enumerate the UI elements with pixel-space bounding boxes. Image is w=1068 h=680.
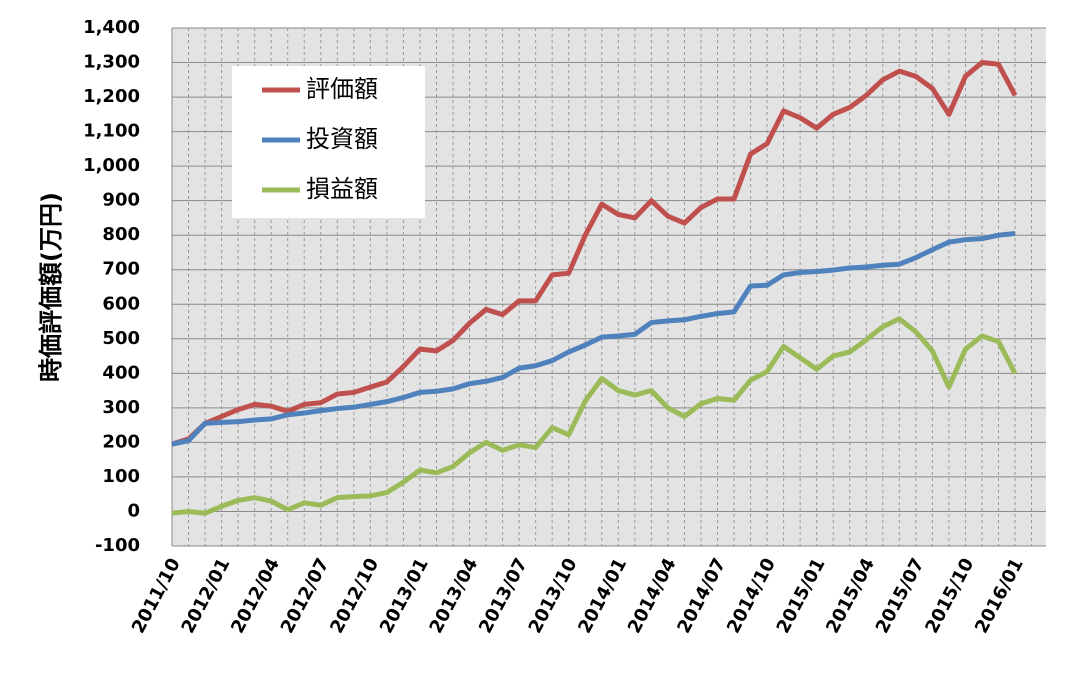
legend-label: 投資額 bbox=[306, 125, 378, 153]
line-series bbox=[171, 230, 1016, 447]
x-tick-label: 2015/01 bbox=[773, 555, 830, 637]
x-tick-label: 2015/10 bbox=[921, 555, 978, 637]
y-tick-label: 100 bbox=[102, 466, 140, 487]
x-tick-label: 2014/01 bbox=[574, 555, 631, 637]
line-series bbox=[171, 60, 1018, 447]
x-tick-label: 2014/04 bbox=[624, 555, 681, 637]
x-tick-label: 2011/10 bbox=[128, 555, 185, 637]
x-tick-label: 2014/07 bbox=[673, 555, 730, 637]
y-tick-label: 400 bbox=[102, 362, 140, 383]
y-tick-label: 1,100 bbox=[83, 121, 140, 142]
y-tick-label: -100 bbox=[95, 535, 140, 556]
y-tick-label: 300 bbox=[102, 397, 140, 418]
y-tick-label: 1,300 bbox=[83, 52, 140, 73]
legend-label: 評価額 bbox=[306, 75, 378, 103]
y-tick-label: 200 bbox=[102, 431, 140, 452]
y-tick-label: 1,400 bbox=[83, 17, 140, 38]
y-axis-label: 時価評価額(万円) bbox=[37, 192, 65, 382]
legend-label: 損益額 bbox=[306, 175, 378, 203]
x-tick-label: 2015/07 bbox=[872, 555, 929, 637]
y-tick-label: 800 bbox=[102, 224, 140, 245]
y-tick-label: 0 bbox=[127, 500, 140, 521]
y-tick-label: 500 bbox=[102, 328, 140, 349]
x-tick-label: 2013/01 bbox=[376, 555, 433, 637]
x-tick-label: 2014/10 bbox=[723, 555, 780, 637]
y-tick-label: 600 bbox=[102, 293, 140, 314]
x-tick-label: 2013/07 bbox=[475, 555, 532, 637]
x-tick-label: 2013/04 bbox=[425, 555, 482, 637]
x-tick-label: 2013/10 bbox=[525, 555, 582, 637]
y-tick-label: 1,000 bbox=[83, 155, 140, 176]
x-tick-label: 2012/01 bbox=[178, 555, 235, 637]
y-tick-label: 1,200 bbox=[83, 86, 140, 107]
x-tick-label: 2016/01 bbox=[971, 555, 1028, 637]
x-tick-label: 2012/07 bbox=[277, 555, 334, 637]
line-series bbox=[171, 316, 1018, 516]
y-tick-label: 900 bbox=[102, 190, 140, 211]
x-tick-label: 2012/04 bbox=[227, 555, 284, 637]
x-tick-label: 2015/04 bbox=[822, 555, 879, 637]
y-tick-label: 700 bbox=[102, 259, 140, 280]
x-tick-label: 2012/10 bbox=[326, 555, 383, 637]
